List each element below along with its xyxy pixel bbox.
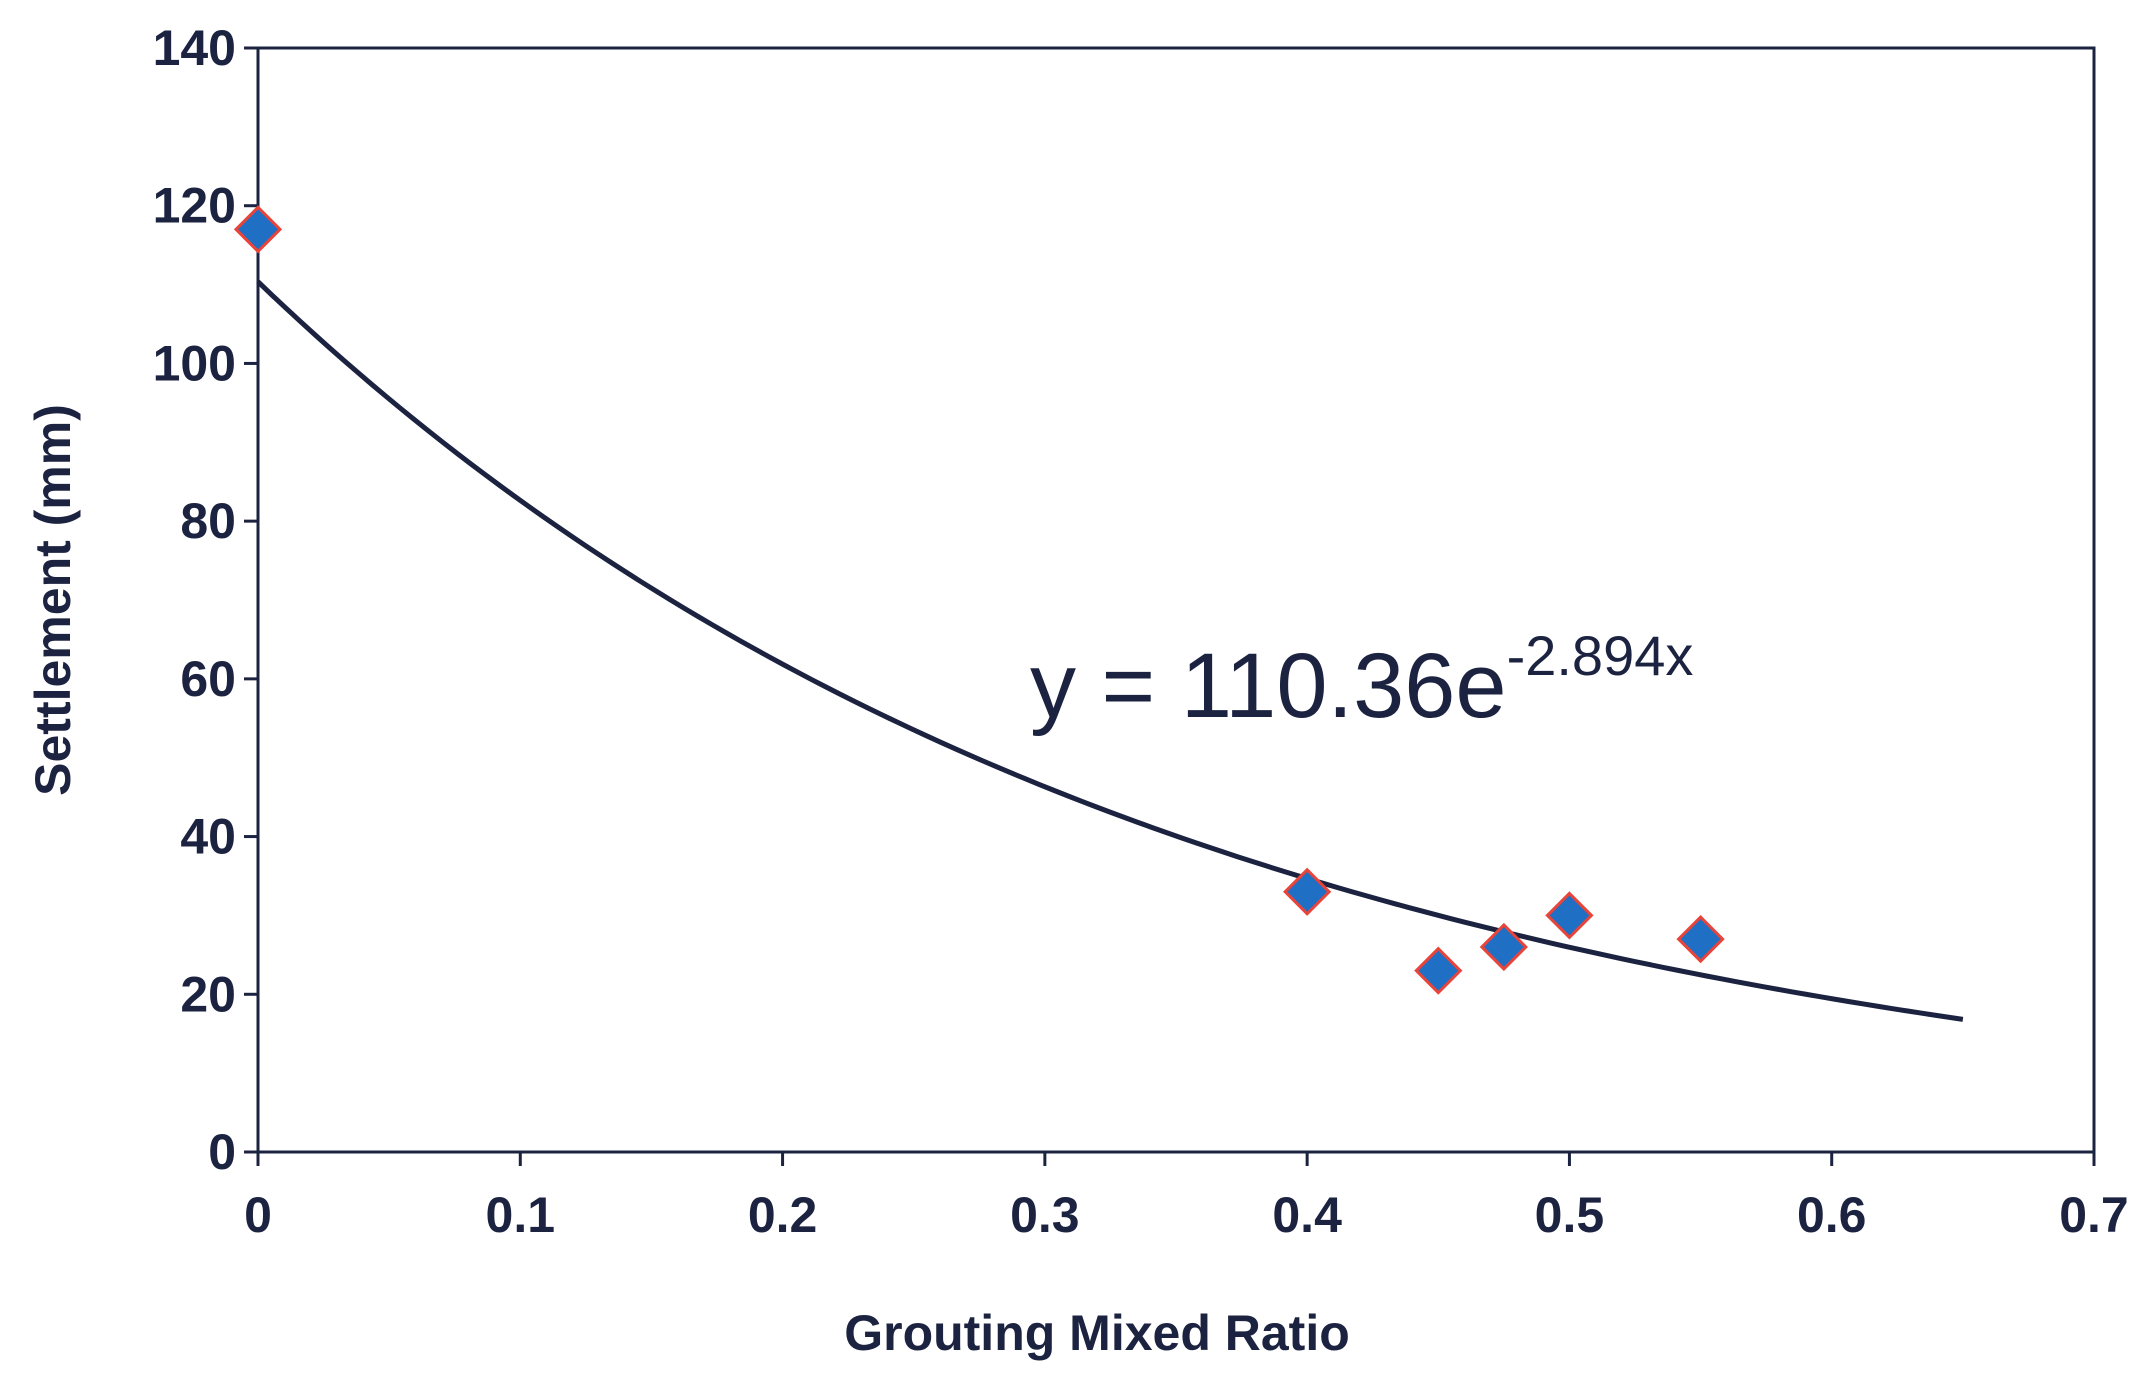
- x-tick-label: 0.4: [1272, 1187, 1342, 1243]
- x-tick-label: 0.6: [1797, 1187, 1867, 1243]
- data-point: [1414, 946, 1463, 995]
- trendline-equation: y = 110.36e-2.894x: [1030, 624, 1693, 737]
- y-tick-label: 120: [153, 178, 236, 234]
- x-tick-label: 0.1: [486, 1187, 556, 1243]
- y-tick-label: 0: [208, 1124, 236, 1180]
- y-tick-label: 60: [180, 651, 236, 707]
- y-tick-label: 140: [153, 20, 236, 76]
- x-tick-label: 0: [244, 1187, 272, 1243]
- y-tick-label: 100: [153, 335, 236, 391]
- plot-area: [256, 46, 2096, 1154]
- x-tick-label: 0.3: [1010, 1187, 1080, 1243]
- y-axis-title: Settlement (mm): [25, 404, 81, 796]
- data-point: [233, 205, 283, 254]
- y-tick-label: 80: [180, 493, 236, 549]
- y-tick-label: 40: [180, 809, 236, 865]
- data-points: [233, 205, 1725, 995]
- data-point: [1545, 891, 1594, 940]
- x-tick-label: 0.5: [1535, 1187, 1605, 1243]
- trendline: [256, 279, 1964, 1022]
- y-axis-ticks: 0 20 40 60 80 100 120 140: [153, 20, 258, 1180]
- data-point: [1283, 867, 1332, 916]
- equation-base: y = 110.36e: [1030, 635, 1507, 737]
- equation-exponent: -2.894x: [1507, 624, 1694, 687]
- data-point: [1676, 914, 1725, 964]
- y-tick-label: 20: [180, 966, 236, 1022]
- x-tick-label: 0.7: [2059, 1187, 2129, 1243]
- x-tick-label: 0.2: [748, 1187, 818, 1243]
- x-axis-ticks: 0 0.1 0.2 0.3 0.4 0.5 0.6 0.7: [244, 1152, 2129, 1243]
- data-point: [1479, 922, 1528, 972]
- x-axis-title: Grouting Mixed Ratio: [844, 1305, 1350, 1361]
